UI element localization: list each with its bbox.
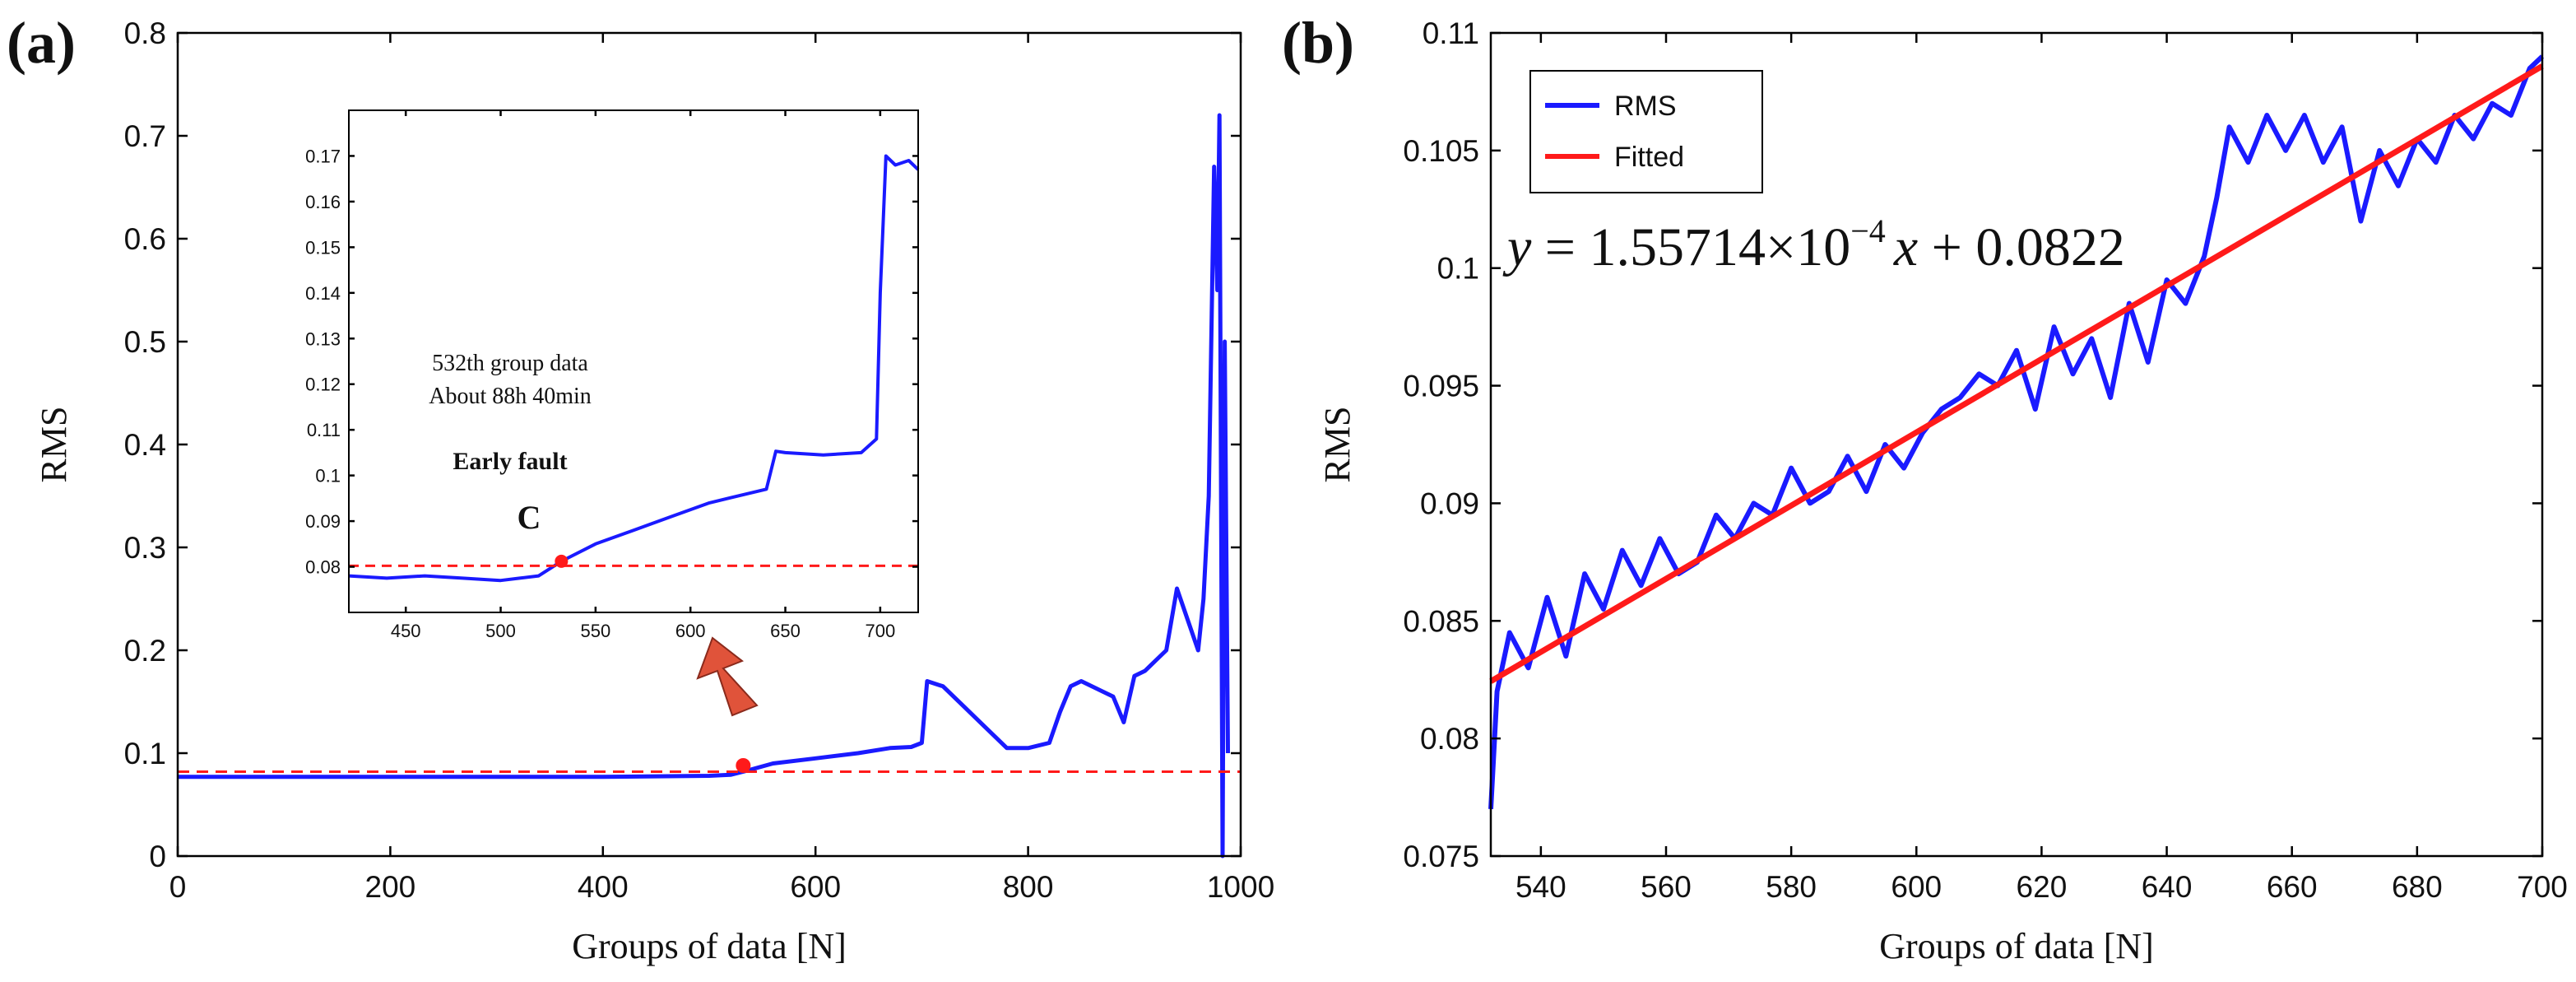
inset-fault-marker bbox=[555, 554, 569, 568]
b-x-tick-label: 620 bbox=[2017, 870, 2068, 904]
panel-b-legend: RMS Fitted bbox=[1529, 70, 1763, 193]
b-y-tick-label: 0.11 bbox=[1423, 16, 1479, 50]
b-y-tick-label: 0.105 bbox=[1403, 134, 1479, 168]
panel-b-plot-area bbox=[1488, 54, 2545, 810]
panel-b: (b) 540 560 580 600 620 640 660 680 700 0.0750.0… bbox=[1282, 10, 2568, 966]
a-y-tick-label: 0.2 bbox=[124, 634, 166, 668]
fit-equation: y = 1.55714×10−4 x + 0.0822 bbox=[1502, 212, 2125, 277]
inset-y-tick-label: 0.13 bbox=[305, 328, 341, 349]
panel-a-fault-marker bbox=[736, 758, 751, 773]
inset-point-label-c: C bbox=[518, 499, 541, 536]
inset-plot-area bbox=[348, 154, 920, 583]
a-x-tick-label: 800 bbox=[1003, 870, 1054, 904]
panel-a-x-axis-label: Groups of data [N] bbox=[572, 926, 847, 966]
b-x-tick-label: 700 bbox=[2517, 870, 2568, 904]
a-y-tick-label: 0.3 bbox=[124, 531, 166, 565]
b-x-tick-label: 540 bbox=[1515, 870, 1566, 904]
a-y-tick-label: 0.6 bbox=[124, 222, 166, 256]
inset-x-tick-label: 550 bbox=[581, 621, 611, 641]
a-x-tick-label: 1000 bbox=[1207, 870, 1274, 904]
zoom-arrow bbox=[696, 636, 759, 717]
panel-b-y-ticks: 0.075 0.08 0.085 0.09 0.095 0.1 0.105 0.11 bbox=[1403, 16, 2542, 873]
panel-b-fitted-line bbox=[1489, 63, 2544, 684]
inset-y-tick-label: 0.08 bbox=[305, 557, 341, 578]
inset-rms-line bbox=[348, 154, 920, 583]
b-y-tick-label: 0.1 bbox=[1437, 252, 1479, 286]
panel-b-y-axis-label: RMS bbox=[1317, 407, 1358, 483]
b-y-tick-label: 0.09 bbox=[1420, 486, 1479, 520]
equation-variable: x bbox=[1893, 217, 1918, 277]
panel-a-plot-area bbox=[178, 113, 1241, 859]
inset-axes-frame bbox=[348, 109, 919, 613]
equation-lhs: y bbox=[1502, 217, 1532, 277]
inset-y-tick-label: 0.16 bbox=[305, 192, 341, 212]
b-x-tick-label: 680 bbox=[2392, 870, 2443, 904]
a-x-tick-label: 600 bbox=[790, 870, 841, 904]
panel-b-axes-frame bbox=[1489, 31, 2544, 858]
panel-label-b: (b) bbox=[1282, 10, 1354, 76]
inset-y-tick-label: 0.12 bbox=[305, 375, 341, 395]
inset-x-ticks: 450 500 550 600 650 700 bbox=[391, 110, 895, 641]
panel-b-x-ticks: 540 560 580 600 620 640 660 680 700 bbox=[1515, 33, 2568, 904]
inset-y-ticks: 0.08 0.09 0.1 0.11 0.12 0.13 0.14 0.15 0.16 0.17 bbox=[305, 146, 918, 578]
equation-coefficient: = 1.55714×10 bbox=[1531, 217, 1850, 277]
legend-label-fitted: Fitted bbox=[1614, 142, 1684, 173]
legend-label-rms: RMS bbox=[1614, 91, 1677, 122]
a-y-tick-label: 0 bbox=[149, 840, 166, 873]
panel-a-inset: 450 500 550 600 650 700 0.080.090.10.110.120.… bbox=[305, 109, 920, 641]
b-x-tick-label: 660 bbox=[2267, 870, 2318, 904]
inset-y-tick-label: 0.17 bbox=[305, 146, 341, 166]
panel-a: (a) 0 200 400 600 800 1000 0 0.1 0.2 0.3 0.4 0.5 0.… bbox=[7, 10, 1274, 966]
b-x-tick-label: 640 bbox=[2142, 870, 2193, 904]
b-y-tick-label: 0.085 bbox=[1403, 604, 1479, 638]
inset-x-tick-label: 600 bbox=[675, 621, 706, 641]
b-x-tick-label: 580 bbox=[1766, 870, 1817, 904]
inset-early-fault-label: Early fault bbox=[453, 448, 567, 475]
panel-a-y-axis-label: RMS bbox=[34, 407, 74, 483]
inset-y-tick-label: 0.14 bbox=[305, 283, 341, 304]
panel-b-rms-line bbox=[1488, 54, 2545, 810]
panel-b-x-axis-label: Groups of data [N] bbox=[1879, 926, 2154, 966]
panel-a-y-ticks: 0 0.1 0.2 0.3 0.4 0.5 0.6 0.7 0.8 bbox=[124, 16, 1241, 873]
a-y-tick-label: 0.7 bbox=[124, 119, 166, 153]
inset-y-tick-label: 0.11 bbox=[307, 420, 341, 440]
inset-y-tick-label: 0.09 bbox=[305, 511, 341, 532]
inset-y-tick-label: 0.15 bbox=[305, 237, 341, 258]
equation-exponent: −4 bbox=[1850, 212, 1886, 249]
inset-annotation-line-1: 532th group data bbox=[432, 351, 588, 376]
inset-x-tick-label: 500 bbox=[485, 621, 516, 641]
panel-label-a: (a) bbox=[7, 10, 76, 76]
inset-x-tick-label: 700 bbox=[866, 621, 896, 641]
b-x-tick-label: 600 bbox=[1891, 870, 1942, 904]
equation-intercept: + 0.0822 bbox=[1918, 217, 2125, 277]
a-y-tick-label: 0.5 bbox=[124, 325, 166, 359]
inset-annotation-line-2: About 88h 40min bbox=[429, 384, 592, 409]
a-x-tick-label: 0 bbox=[169, 870, 187, 904]
b-y-tick-label: 0.095 bbox=[1403, 370, 1479, 403]
inset-x-tick-label: 650 bbox=[770, 621, 801, 641]
b-y-tick-label: 0.08 bbox=[1420, 722, 1479, 756]
a-x-tick-label: 200 bbox=[365, 870, 416, 904]
a-y-tick-label: 0.1 bbox=[124, 737, 166, 770]
inset-x-tick-label: 450 bbox=[391, 621, 421, 641]
panel-a-x-ticks: 0 200 400 600 800 1000 bbox=[169, 33, 1274, 904]
a-x-tick-label: 400 bbox=[578, 870, 629, 904]
inset-y-tick-label: 0.1 bbox=[315, 466, 341, 486]
b-y-tick-label: 0.075 bbox=[1403, 840, 1479, 873]
legend-box bbox=[1529, 70, 1763, 193]
a-y-tick-label: 0.4 bbox=[124, 428, 166, 462]
a-y-tick-label: 0.8 bbox=[124, 16, 166, 50]
b-x-tick-label: 560 bbox=[1641, 870, 1692, 904]
